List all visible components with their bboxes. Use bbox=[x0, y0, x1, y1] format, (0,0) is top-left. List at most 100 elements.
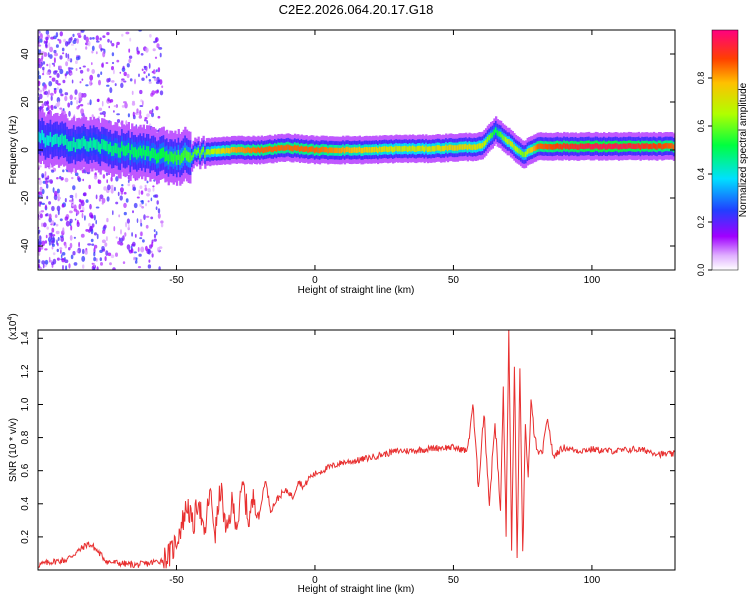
heatmap-ridge-cell bbox=[182, 150, 185, 161]
heatmap-noise-cell bbox=[85, 229, 89, 232]
heatmap-noise-cell bbox=[99, 37, 102, 41]
heatmap-ridge-cell bbox=[260, 146, 263, 152]
heatmap-noise-cell bbox=[128, 55, 133, 59]
snr-series-line bbox=[38, 330, 675, 569]
heatmap-ridge-cell bbox=[332, 147, 335, 153]
heatmap-ridge-cell bbox=[563, 143, 566, 149]
heatmap-ridge-cell bbox=[460, 144, 463, 150]
heatmap-noise-cell bbox=[69, 242, 73, 249]
heatmap-noise-cell bbox=[43, 84, 47, 89]
heatmap-ridge-cell bbox=[166, 150, 169, 161]
heatmap-ridge-cell bbox=[328, 147, 332, 153]
heatmap-ridge-cell bbox=[97, 141, 101, 152]
heatmap-noise-cell bbox=[59, 68, 64, 75]
heatmap-noise-cell bbox=[76, 219, 79, 225]
heatmap-noise-cell bbox=[68, 263, 71, 269]
heatmap-noise-cell bbox=[39, 186, 43, 191]
heatmap-ridge-cell bbox=[305, 146, 308, 152]
heatmap-noise-cell bbox=[128, 48, 131, 53]
heatmap-noise-cell bbox=[111, 61, 115, 65]
heatmap-ridge-cell bbox=[448, 144, 451, 151]
heatmap-ridge-cell bbox=[544, 143, 548, 149]
heatmap-ridge-cell bbox=[152, 147, 155, 158]
heatmap-noise-cell bbox=[76, 105, 80, 110]
heatmap-ridge-cell bbox=[435, 145, 438, 151]
heatmap-ridge-cell bbox=[377, 147, 380, 154]
heatmap-noise-cell bbox=[64, 216, 69, 221]
snr-y-tick-label: 0.8 bbox=[20, 430, 31, 444]
snr-frame bbox=[37, 329, 676, 571]
heatmap-noise-cell bbox=[147, 248, 151, 255]
heatmap-noise-cell bbox=[123, 80, 127, 83]
snr-y-axis-label: SNR (10 * v/v) bbox=[8, 418, 19, 482]
heatmap-ridge-cell bbox=[239, 147, 242, 153]
colorbar-label: Normalized spectral amplitude bbox=[738, 82, 749, 217]
heatmap-ridge-cell bbox=[531, 146, 534, 153]
heatmap-ridge-cell bbox=[96, 139, 99, 150]
heatmap-noise-cell bbox=[131, 241, 136, 247]
heatmap-noise-cell bbox=[106, 84, 110, 87]
heatmap-noise-cell bbox=[116, 119, 121, 123]
heatmap-noise-cell bbox=[43, 101, 48, 107]
heatmap-noise-cell bbox=[141, 68, 144, 72]
heatmap-ridge-cell bbox=[54, 133, 57, 144]
heatmap-ridge-cell bbox=[539, 143, 543, 149]
heatmap-noise-cell bbox=[141, 77, 145, 81]
heatmap-ridge-cell bbox=[92, 137, 96, 148]
heatmap-noise-cell bbox=[113, 105, 118, 108]
heatmap-noise-cell bbox=[116, 113, 120, 116]
colorbar-tick-label: 0.0 bbox=[696, 264, 706, 277]
heatmap-ridge-cell bbox=[433, 146, 436, 152]
heatmap-ridge-cell bbox=[496, 130, 499, 136]
heatmap-noise-cell bbox=[115, 236, 118, 239]
heatmap-ridge-cell bbox=[632, 143, 636, 149]
heatmap-ridge-cell bbox=[475, 144, 478, 150]
heatmap-noise-cell bbox=[158, 47, 163, 50]
heatmap-ridge-cell bbox=[167, 154, 170, 165]
heatmap-noise-cell bbox=[157, 67, 161, 73]
heatmap-ridge-cell bbox=[174, 151, 177, 162]
heatmap-noise-cell bbox=[157, 247, 160, 252]
heatmap-ridge-cell bbox=[149, 150, 152, 161]
heatmap-noise-cell bbox=[79, 81, 82, 84]
heatmap-noise-cell bbox=[54, 70, 58, 73]
heatmap-noise-cell bbox=[85, 199, 89, 203]
heatmap-noise-cell bbox=[146, 193, 150, 197]
heatmap-ridge-cell bbox=[204, 152, 207, 158]
heatmap-ridge-cell bbox=[619, 143, 622, 150]
heatmap-ridge-cell bbox=[117, 147, 121, 158]
heatmap-noise-cell bbox=[102, 35, 106, 38]
heatmap-noise-cell bbox=[109, 99, 114, 103]
heatmap-noise-cell bbox=[59, 247, 63, 250]
heatmap-ridge-cell bbox=[647, 144, 651, 150]
heatmap-noise-cell bbox=[157, 213, 161, 219]
heatmap-noise-cell bbox=[161, 85, 164, 88]
heatmap-noise-cell bbox=[113, 69, 115, 75]
heatmap-noise-cell bbox=[59, 218, 63, 222]
heatmap-ridge-cell bbox=[621, 143, 624, 150]
heatmap-ridge-cell bbox=[601, 144, 604, 150]
heatmap-noise-cell bbox=[97, 179, 102, 184]
heatmap-noise-cell bbox=[73, 38, 77, 42]
heatmap-noise-cell bbox=[76, 250, 79, 253]
heatmap-noise-cell bbox=[123, 211, 127, 216]
heatmap-noise-cell bbox=[91, 243, 95, 246]
heatmap-ridge-cell bbox=[538, 143, 541, 150]
heatmap-noise-cell bbox=[39, 239, 42, 246]
heatmap-noise-cell bbox=[62, 227, 65, 234]
heatmap-noise-cell bbox=[97, 116, 100, 119]
heatmap-noise-cell bbox=[150, 216, 154, 220]
heatmap-ridge-cell bbox=[363, 147, 366, 153]
heatmap-noise-cell bbox=[107, 184, 111, 191]
heatmap-noise-cell bbox=[70, 43, 75, 46]
heatmap-noise-cell bbox=[93, 267, 96, 270]
heatmap-noise-cell bbox=[109, 185, 113, 190]
heatmap-ridge-cell bbox=[672, 144, 675, 150]
heatmap-ridge-cell bbox=[574, 143, 577, 149]
heatmap-ridge-cell bbox=[509, 140, 513, 147]
heatmap-noise-cell bbox=[121, 78, 125, 81]
heatmap-noise-cell bbox=[38, 217, 41, 221]
heatmap-ridge-cell bbox=[401, 146, 405, 152]
heatmap-ridge-cell bbox=[463, 144, 466, 150]
heatmap-ridge-cell bbox=[290, 145, 293, 152]
